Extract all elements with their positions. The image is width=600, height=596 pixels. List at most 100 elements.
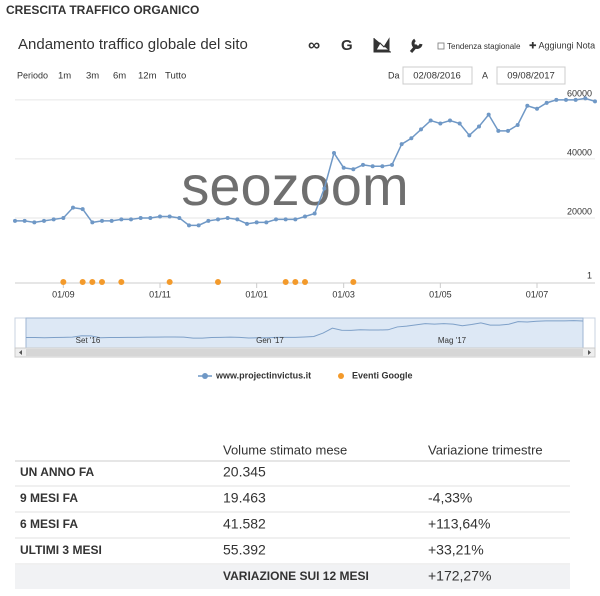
data-point[interactable] bbox=[158, 214, 162, 219]
data-point[interactable] bbox=[370, 164, 375, 169]
period-option[interactable]: 6m bbox=[113, 71, 126, 82]
event-point[interactable] bbox=[60, 279, 67, 285]
data-point[interactable] bbox=[535, 106, 539, 111]
event-point[interactable] bbox=[99, 279, 105, 285]
period-option[interactable]: 1m bbox=[58, 71, 71, 82]
data-point[interactable] bbox=[438, 121, 443, 126]
period-option[interactable]: 3m bbox=[86, 71, 99, 82]
data-point[interactable] bbox=[583, 96, 588, 101]
data-point[interactable] bbox=[448, 118, 452, 123]
data-point[interactable] bbox=[496, 128, 501, 133]
data-point[interactable] bbox=[129, 217, 133, 222]
navigator-line bbox=[26, 320, 584, 339]
data-point[interactable] bbox=[593, 99, 597, 104]
data-point[interactable] bbox=[544, 100, 549, 105]
data-point[interactable] bbox=[293, 217, 298, 222]
period-option[interactable]: 12m bbox=[138, 71, 157, 82]
data-point[interactable] bbox=[399, 142, 404, 147]
data-point[interactable] bbox=[42, 218, 46, 223]
add-note[interactable]: ✚ Aggiungi Nota bbox=[529, 40, 595, 50]
event-point[interactable] bbox=[292, 279, 299, 285]
checkbox[interactable] bbox=[437, 42, 445, 50]
to-input[interactable] bbox=[496, 66, 566, 85]
data-point[interactable] bbox=[322, 186, 327, 191]
data-point[interactable] bbox=[177, 215, 182, 220]
data-point[interactable] bbox=[187, 223, 191, 228]
event-point[interactable] bbox=[350, 279, 357, 285]
data-point[interactable] bbox=[254, 220, 259, 225]
data-point[interactable] bbox=[109, 218, 114, 223]
data-point[interactable] bbox=[477, 124, 481, 129]
data-point[interactable] bbox=[216, 217, 220, 222]
total-change: +172,27% bbox=[428, 568, 491, 584]
data-point[interactable] bbox=[428, 118, 433, 123]
event-point[interactable] bbox=[282, 279, 289, 285]
data-point[interactable] bbox=[80, 207, 85, 212]
data-point[interactable] bbox=[457, 121, 462, 126]
data-point[interactable] bbox=[564, 97, 568, 102]
data-point[interactable] bbox=[506, 128, 510, 133]
event-point[interactable] bbox=[89, 279, 96, 285]
data-point[interactable] bbox=[71, 205, 75, 210]
data-point[interactable] bbox=[361, 162, 365, 167]
data-point[interactable] bbox=[13, 218, 17, 223]
data-point[interactable] bbox=[32, 220, 37, 225]
data-point[interactable] bbox=[283, 217, 288, 222]
data-point[interactable] bbox=[138, 215, 143, 220]
legend-label[interactable]: Eventi Google bbox=[352, 370, 413, 380]
data-point[interactable] bbox=[332, 151, 336, 156]
from-date[interactable]: 02/08/2016 bbox=[413, 71, 461, 82]
data-point[interactable] bbox=[573, 97, 578, 102]
google-icon[interactable]: G bbox=[341, 37, 353, 54]
wrench-icon[interactable] bbox=[409, 38, 423, 53]
data-point[interactable] bbox=[525, 103, 530, 108]
data-point[interactable] bbox=[380, 164, 385, 169]
data-point[interactable] bbox=[196, 223, 201, 228]
event-point[interactable] bbox=[302, 279, 308, 285]
data-point[interactable] bbox=[419, 127, 423, 132]
data-point[interactable] bbox=[225, 215, 230, 220]
data-point[interactable] bbox=[206, 218, 211, 223]
data-point[interactable] bbox=[90, 220, 95, 225]
navigator-range[interactable] bbox=[25, 317, 584, 349]
legend-label[interactable]: www.projectinvictus.it bbox=[215, 370, 311, 380]
data-point[interactable] bbox=[515, 122, 520, 127]
infinity-icon[interactable]: ∞ bbox=[308, 35, 320, 54]
event-point[interactable] bbox=[118, 279, 125, 285]
period-option[interactable]: Tutto bbox=[165, 71, 186, 82]
row-label: UN ANNO FA bbox=[20, 465, 95, 479]
data-point[interactable] bbox=[235, 217, 240, 222]
area-icon[interactable] bbox=[373, 37, 391, 53]
navigator-label: Set '16 bbox=[76, 336, 101, 345]
event-point[interactable] bbox=[79, 279, 86, 285]
data-point[interactable] bbox=[61, 215, 66, 220]
data-point[interactable] bbox=[51, 217, 56, 222]
data-point[interactable] bbox=[264, 220, 269, 225]
data-point[interactable] bbox=[554, 97, 559, 102]
data-point[interactable] bbox=[100, 218, 104, 223]
row-change: +33,21% bbox=[428, 542, 484, 558]
data-point[interactable] bbox=[312, 211, 317, 216]
data-point[interactable] bbox=[486, 112, 491, 117]
to-date[interactable]: 09/08/2017 bbox=[507, 71, 555, 82]
data-point[interactable] bbox=[245, 221, 249, 226]
data-point[interactable] bbox=[409, 136, 414, 141]
data-point[interactable] bbox=[341, 165, 346, 170]
data-point[interactable] bbox=[351, 167, 356, 172]
data-point[interactable] bbox=[148, 215, 153, 220]
data-point[interactable] bbox=[119, 217, 124, 222]
seasonal-label[interactable]: Tendenza stagionale bbox=[447, 42, 521, 51]
data-point[interactable] bbox=[167, 214, 172, 219]
event-point[interactable] bbox=[166, 279, 173, 285]
event-point[interactable] bbox=[215, 279, 221, 285]
data-point[interactable] bbox=[22, 218, 27, 223]
scrollbar-thumb[interactable] bbox=[26, 349, 583, 356]
data-point[interactable] bbox=[390, 162, 394, 167]
data-point[interactable] bbox=[274, 217, 278, 222]
x-tick-label: 01/11 bbox=[149, 289, 171, 299]
data-point[interactable] bbox=[303, 214, 307, 219]
data-point[interactable] bbox=[467, 133, 472, 138]
from-input[interactable] bbox=[402, 66, 473, 85]
